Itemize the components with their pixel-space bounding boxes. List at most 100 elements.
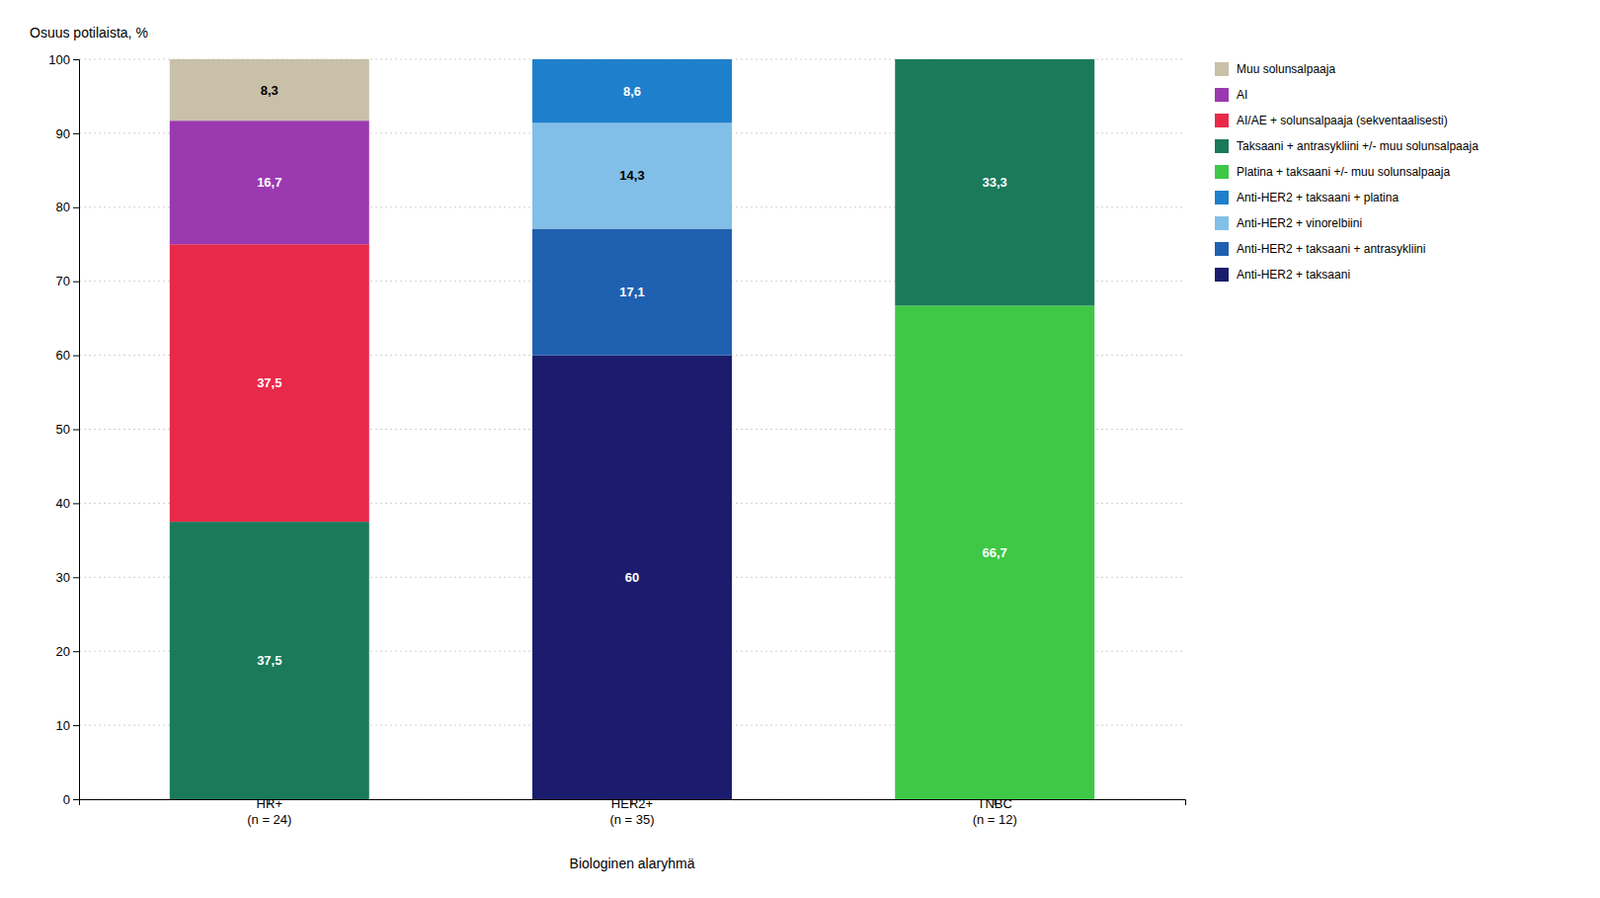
tick-mark	[73, 133, 80, 135]
series	[169, 243, 370, 522]
legend-label: Platina + taksaani +/- muu solunsalpaaja	[1236, 164, 1450, 179]
plot: 60 17,1 14,3 8,6 66,7 37,5 33,3 37,5 16,7 8,3 0 10 2…	[29, 24, 1187, 872]
tick-mark	[73, 281, 80, 283]
data-label: 60	[625, 569, 640, 585]
data-label: 8,3	[260, 82, 279, 98]
bar	[532, 59, 732, 61]
tick-mark	[73, 355, 80, 357]
bar	[532, 122, 732, 229]
tick: TNBC(n = 12)	[972, 796, 1018, 827]
series	[169, 120, 370, 244]
legend-item: Platina + taksaani +/- muu solunsalpaaja	[1214, 164, 1450, 179]
bar	[532, 229, 732, 356]
legend-item: Anti-HER2 + taksaani + antrasykliini	[1214, 241, 1426, 256]
tick-label: 0	[63, 792, 71, 807]
axis-line	[73, 60, 80, 800]
tick-mark	[73, 724, 80, 726]
data-label: 33,3	[982, 174, 1008, 190]
bar	[532, 59, 732, 61]
legend-swatch	[1214, 113, 1229, 128]
legend: Muu solunsalpaaja AI AI/AE + solunsalpaaja…	[1214, 62, 1479, 282]
legend-label: Muu solunsalpaaja	[1236, 62, 1336, 77]
bar	[532, 59, 732, 61]
legend-swatch	[1214, 267, 1229, 282]
tick-label: HR+(n = 24)	[246, 796, 292, 827]
tick: 80	[56, 199, 80, 215]
bar	[894, 59, 1095, 61]
legend-item: AI	[1214, 87, 1248, 102]
legend-swatch	[1214, 164, 1229, 179]
tick-mark	[73, 799, 80, 800]
tick: HR+(n = 24)	[246, 796, 292, 827]
tick: 10	[56, 718, 80, 733]
tick-label: TNBC(n = 12)	[972, 796, 1018, 827]
tick: 70	[56, 273, 80, 289]
bar	[169, 59, 370, 121]
legend-label: Anti-HER2 + taksaani + antrasykliini	[1236, 241, 1426, 256]
tick-label: 80	[56, 199, 71, 215]
legend-swatch	[1214, 190, 1229, 205]
y-axis: 0 10 20 30 40 50 60 70 80 90 100	[48, 52, 80, 807]
bar	[532, 355, 732, 800]
tick-label: 60	[56, 347, 71, 363]
legend-swatch	[1214, 139, 1229, 154]
legend-swatch	[1214, 241, 1229, 256]
tick-label: 40	[56, 495, 71, 511]
bar	[532, 59, 732, 61]
legend-item: Anti-HER2 + taksaani + platina	[1214, 190, 1399, 205]
tick: HER2+(n = 35)	[609, 796, 654, 827]
chart: 60 17,1 14,3 8,6 66,7 37,5 33,3 37,5 16,7 8,3 0 10 2…	[0, 0, 1600, 898]
data-labels: 60 17,1 14,3 8,6 66,7 37,5 33,3 37,5 16,7 8,3	[256, 82, 1008, 668]
tick: 20	[56, 643, 80, 659]
legend-label: Anti-HER2 + taksaani + platina	[1236, 190, 1399, 205]
data-label: 37,5	[256, 652, 282, 668]
tick-mark	[73, 650, 80, 652]
tick: 30	[56, 569, 80, 585]
series	[532, 355, 732, 800]
tick-label: 70	[56, 273, 71, 289]
tick: 100	[48, 52, 80, 68]
data-label: 14,3	[619, 167, 644, 183]
tick-label: 20	[56, 643, 71, 659]
bar	[894, 59, 1095, 306]
series	[169, 59, 1095, 800]
legend-item: Anti-HER2 + vinorelbiini	[1214, 216, 1362, 231]
tick-mark	[73, 429, 80, 431]
tick: 60	[56, 347, 80, 363]
legend-item: Anti-HER2 + taksaani	[1214, 267, 1351, 282]
legend-label: Taksaani + antrasykliini +/- muu solunsa…	[1236, 139, 1479, 154]
bar	[532, 59, 732, 61]
data-label: 17,1	[619, 284, 644, 300]
tick-mark	[73, 59, 80, 61]
bar	[169, 120, 370, 244]
legend-swatch	[1214, 87, 1229, 102]
legend-swatch	[1214, 216, 1229, 231]
series	[532, 229, 732, 356]
bar	[169, 243, 370, 522]
x-axis: HR+(n = 24) HER2+(n = 35) TNBC(n = 12)	[80, 796, 1187, 827]
legend-item: AI/AE + solunsalpaaja (sekventaalisesti)	[1214, 113, 1448, 128]
legend-label: Anti-HER2 + vinorelbiini	[1236, 216, 1362, 231]
bar	[532, 59, 732, 123]
data-label: 37,5	[256, 375, 282, 391]
tick-mark	[73, 207, 80, 209]
data-label: 66,7	[982, 545, 1008, 560]
bar	[169, 521, 370, 800]
y-axis-title: Osuus potilaista, %	[29, 24, 149, 41]
legend-label: AI	[1236, 87, 1248, 102]
bar	[894, 59, 1095, 61]
bars	[169, 59, 1095, 800]
grid	[79, 59, 1186, 800]
tick-label: 90	[56, 126, 71, 142]
tick-mark	[73, 576, 80, 578]
data-label: 16,7	[256, 174, 282, 190]
legend-item: Taksaani + antrasykliini +/- muu solunsa…	[1214, 139, 1479, 154]
legend-label: Anti-HER2 + taksaani	[1236, 267, 1351, 282]
tick: 50	[56, 421, 80, 437]
data-label: 8,6	[623, 83, 641, 99]
legend-swatch	[1214, 62, 1229, 77]
legend-item: Muu solunsalpaaja	[1214, 62, 1336, 77]
tick: 90	[56, 126, 80, 142]
series	[894, 305, 1095, 800]
bar	[894, 305, 1095, 800]
